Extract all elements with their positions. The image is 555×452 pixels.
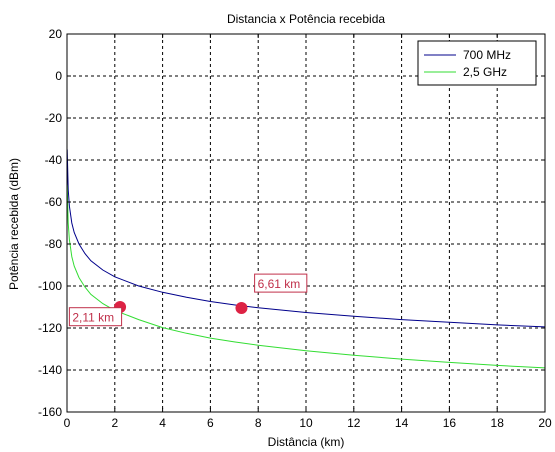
- grid: [67, 34, 545, 412]
- x-tick-label: 2: [111, 416, 118, 430]
- annotation-box: [68, 307, 123, 327]
- x-tick-label: 0: [64, 416, 71, 430]
- x-tick-label: 10: [299, 416, 313, 430]
- x-tick-label: 6: [207, 416, 214, 430]
- y-tick-label: -140: [38, 363, 62, 377]
- series-line-1: [66, 185, 546, 369]
- tick-labels: 0 2 4 6 8 10 12 14 16 18 20 20 0 -20 -40 -60 -80 -100 -120…: [38, 27, 552, 430]
- point-marker-1: [235, 302, 248, 315]
- annotation-label: 6,61 km: [258, 277, 301, 291]
- legend-entry-label: 2,5 GHz: [463, 65, 507, 79]
- x-tick-label: 16: [443, 416, 457, 430]
- x-tick-label: 18: [491, 416, 505, 430]
- legend: 700 MHz 2,5 GHz: [417, 40, 537, 86]
- legend-box: [417, 40, 537, 86]
- x-tick-label: 12: [347, 416, 361, 430]
- series-line-0: [66, 149, 546, 328]
- y-tick-label: -100: [38, 279, 62, 293]
- y-tick-label: -60: [45, 195, 63, 209]
- y-axis-label: Potência recebida (dBm): [7, 158, 21, 290]
- chart-title: Distancia x Potência recebida: [227, 12, 385, 26]
- y-tick-label: 20: [49, 27, 63, 41]
- x-tick-label: 20: [538, 416, 552, 430]
- y-tick-label: -40: [45, 153, 63, 167]
- x-tick-label: 8: [255, 416, 262, 430]
- x-axis-label: Distância (km): [268, 435, 345, 449]
- annotation-1: 6,61 km: [254, 273, 308, 293]
- annotation-label: 2,11 km: [72, 311, 114, 325]
- y-tick-label: -160: [38, 405, 62, 419]
- legend-entry-label: 700 MHz: [463, 48, 511, 62]
- annotation-box: [254, 273, 308, 293]
- y-tick-label: -120: [38, 321, 62, 335]
- series-group: [66, 149, 546, 369]
- y-tick-label: -20: [45, 111, 63, 125]
- annotation-0: 2,11 km: [68, 307, 123, 327]
- y-tick-label: -80: [45, 237, 63, 251]
- y-tick-label: 0: [55, 69, 62, 83]
- x-tick-label: 4: [159, 416, 166, 430]
- x-tick-label: 14: [395, 416, 409, 430]
- annotations-group: 2,11 km 6,61 km: [68, 273, 308, 327]
